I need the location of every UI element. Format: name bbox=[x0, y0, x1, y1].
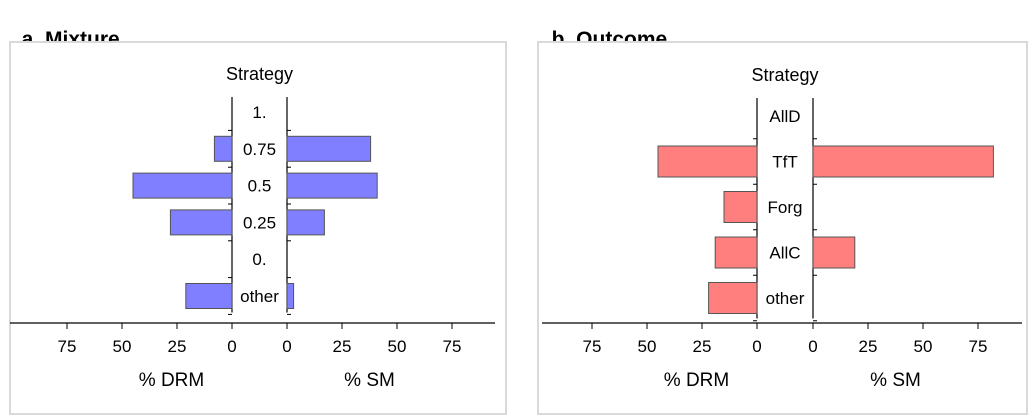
category-label-AllD: AllD bbox=[769, 107, 800, 126]
bar-drm-Forg bbox=[723, 191, 758, 223]
category-label-1.: 1. bbox=[252, 103, 266, 122]
tick-label-right-0: 0 bbox=[808, 337, 817, 356]
bar-drm-0.75 bbox=[213, 135, 233, 162]
tick-label-left-25: 25 bbox=[168, 337, 187, 356]
category-label-other: other bbox=[240, 287, 279, 306]
bar-sm-other bbox=[286, 283, 295, 309]
tick-label-right-0: 0 bbox=[282, 337, 291, 356]
tick-label-left-25: 25 bbox=[693, 337, 712, 356]
tick-label-left-75: 75 bbox=[583, 337, 602, 356]
bar-sm-0.75 bbox=[286, 135, 372, 162]
bar-drm-other bbox=[185, 283, 233, 309]
category-label-Forg: Forg bbox=[768, 198, 803, 217]
tick-label-right-25: 25 bbox=[859, 337, 878, 356]
bar-sm-0.5 bbox=[286, 172, 378, 199]
bar-sm-0.25 bbox=[286, 209, 325, 236]
bar-drm-0.5 bbox=[132, 172, 233, 199]
bar-sm-TfT bbox=[812, 145, 994, 178]
tick-label-right-75: 75 bbox=[443, 337, 462, 356]
bar-drm-other bbox=[708, 282, 758, 314]
tick-label-left-50: 50 bbox=[113, 337, 132, 356]
category-label-TfT: TfT bbox=[772, 153, 798, 172]
bar-drm-AllC bbox=[714, 236, 758, 269]
tick-label-left-75: 75 bbox=[58, 337, 77, 356]
panel-a-xlabel-right: % SM bbox=[344, 370, 395, 391]
panel-a-letter: a bbox=[21, 28, 34, 51]
category-label-other: other bbox=[766, 289, 805, 308]
tick-label-right-50: 50 bbox=[388, 337, 407, 356]
category-label-0.5: 0.5 bbox=[248, 177, 272, 196]
panel-b-xlabel-left: % DRM bbox=[664, 370, 729, 391]
tick-label-left-0: 0 bbox=[752, 337, 761, 356]
panel-b-category-label: Strategy bbox=[751, 65, 818, 85]
panel-b-xlabel-right: % SM bbox=[870, 370, 921, 391]
panel-a-frame bbox=[9, 41, 507, 415]
bar-sm-AllC bbox=[812, 236, 856, 269]
bar-drm-0.25 bbox=[169, 209, 233, 236]
tick-label-right-75: 75 bbox=[969, 337, 988, 356]
category-label-0.25: 0.25 bbox=[243, 213, 276, 232]
category-label-0.75: 0.75 bbox=[243, 140, 276, 159]
panel-a-xlabel-left: % DRM bbox=[139, 370, 204, 391]
category-label-0.: 0. bbox=[252, 250, 266, 269]
tick-label-left-0: 0 bbox=[227, 337, 236, 356]
tick-label-right-50: 50 bbox=[914, 337, 933, 356]
category-label-AllC: AllC bbox=[769, 244, 800, 263]
bar-drm-TfT bbox=[657, 145, 758, 178]
panel-a-category-label: Strategy bbox=[226, 64, 293, 84]
tick-label-left-50: 50 bbox=[638, 337, 657, 356]
panel-b-frame bbox=[537, 41, 1028, 415]
tick-label-right-25: 25 bbox=[333, 337, 352, 356]
